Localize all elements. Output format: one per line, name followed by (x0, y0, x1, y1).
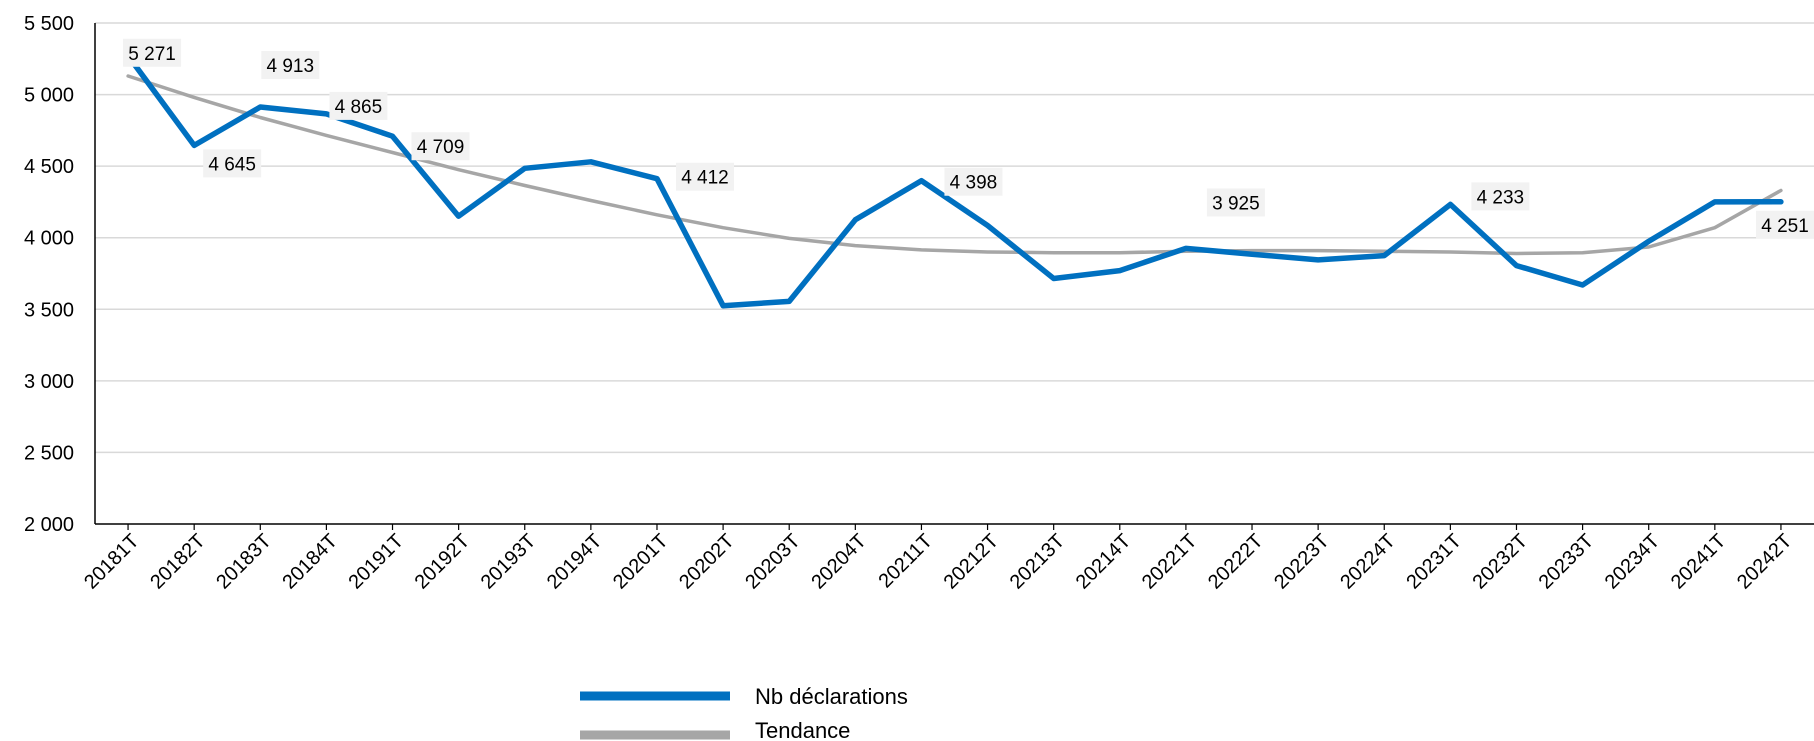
x-axis-tick-labels: 20181T 20182T 20183T 20184T 20191T 20192T 2019… (80, 530, 1796, 594)
data-label-text: 4 251 (1761, 216, 1809, 237)
x-tick-label: 20184T (278, 530, 342, 594)
x-tick-label: 20223T (1270, 530, 1334, 594)
x-tick-label: 20224T (1336, 530, 1400, 594)
data-label-background (261, 51, 320, 80)
x-tick-label: 20231T (1402, 530, 1466, 594)
y-tick-label: 3 500 (24, 299, 74, 321)
data-label: 4 412 (675, 162, 734, 191)
x-tick-label: 20183T (212, 530, 276, 594)
x-tick-label: 20181T (80, 530, 144, 594)
data-label-background (1206, 188, 1265, 217)
data-label-text: 4 709 (417, 137, 465, 158)
x-tick-label: 20221T (1138, 530, 1202, 594)
x-tick-label: 20193T (477, 530, 541, 594)
legend: Nb déclarations Tendance (580, 684, 908, 741)
data-label: 4 709 (411, 132, 470, 161)
x-tick-label: 20192T (411, 530, 475, 594)
data-label-text: 4 233 (1477, 187, 1525, 208)
data-label-text: 4 645 (208, 154, 256, 175)
data-label-background (944, 167, 1003, 196)
x-tick-label: 20211T (874, 530, 936, 592)
data-label-background (123, 38, 182, 67)
data-label-background (411, 132, 470, 161)
x-tick-label: 20182T (146, 530, 210, 594)
y-tick-label: 2 500 (24, 442, 74, 464)
data-label: 4 913 (261, 51, 320, 80)
x-tick-label: 20213T (1006, 530, 1070, 594)
declarations-line (125, 53, 1784, 309)
data-label: 4 865 (329, 91, 388, 120)
data-label-text: 4 913 (267, 56, 315, 77)
y-tick-label: 4 500 (24, 156, 74, 178)
data-label-background (675, 162, 734, 191)
data-label-text: 4 398 (950, 173, 998, 194)
x-tick-label: 20232T (1468, 530, 1532, 594)
x-tick-label: 20212T (940, 530, 1004, 594)
data-label-background (1756, 210, 1814, 239)
y-tick-label: 5 000 (24, 85, 74, 107)
data-label-background (329, 91, 388, 120)
data-label-background (203, 149, 262, 178)
data-label: 5 271 (123, 38, 182, 67)
x-tick-label: 20191T (345, 530, 409, 594)
data-label-background (1471, 182, 1530, 211)
y-tick-label: 2 000 (24, 514, 74, 536)
data-label: 4 251 (1756, 210, 1814, 239)
declarations-series (125, 53, 1784, 309)
data-label-text: 3 925 (1212, 193, 1260, 214)
data-label: 4 645 (203, 149, 262, 178)
data-label: 4 398 (944, 167, 1003, 196)
data-label-text: 5 271 (128, 44, 176, 65)
x-tick-label: 20222T (1204, 530, 1268, 594)
y-tick-label: 3 000 (24, 371, 74, 393)
x-tick-label: 20202T (675, 530, 739, 594)
x-tick-label: 20194T (543, 530, 607, 594)
x-tick-label: 20201T (609, 530, 673, 594)
gridlines (95, 22, 1814, 454)
legend-label-trend: Tendance (755, 718, 850, 741)
axes (94, 23, 1814, 530)
x-tick-label: 20214T (1072, 530, 1136, 594)
y-axis-tick-labels: 2 000 2 500 3 000 3 500 4 000 4 500 5 000 5 500 (24, 13, 74, 536)
data-label-text: 4 865 (335, 97, 383, 118)
x-tick-label: 20233T (1535, 530, 1599, 594)
y-tick-label: 5 500 (24, 13, 74, 35)
legend-label-declarations: Nb déclarations (755, 684, 908, 709)
x-tick-label: 20241T (1667, 530, 1731, 594)
data-labels: 5 271 4 645 4 913 4 865 4 709 4 412 4 398 3 925… (123, 38, 1814, 239)
x-tick-label: 20234T (1601, 530, 1665, 594)
data-label: 3 925 (1206, 188, 1265, 217)
data-label-text: 4 412 (681, 168, 729, 189)
x-tick-label: 20203T (741, 530, 805, 594)
x-tick-label: 20242T (1733, 530, 1797, 594)
data-label: 4 233 (1471, 182, 1530, 211)
x-tick-label: 20204T (807, 530, 871, 594)
y-tick-label: 4 000 (24, 228, 74, 250)
